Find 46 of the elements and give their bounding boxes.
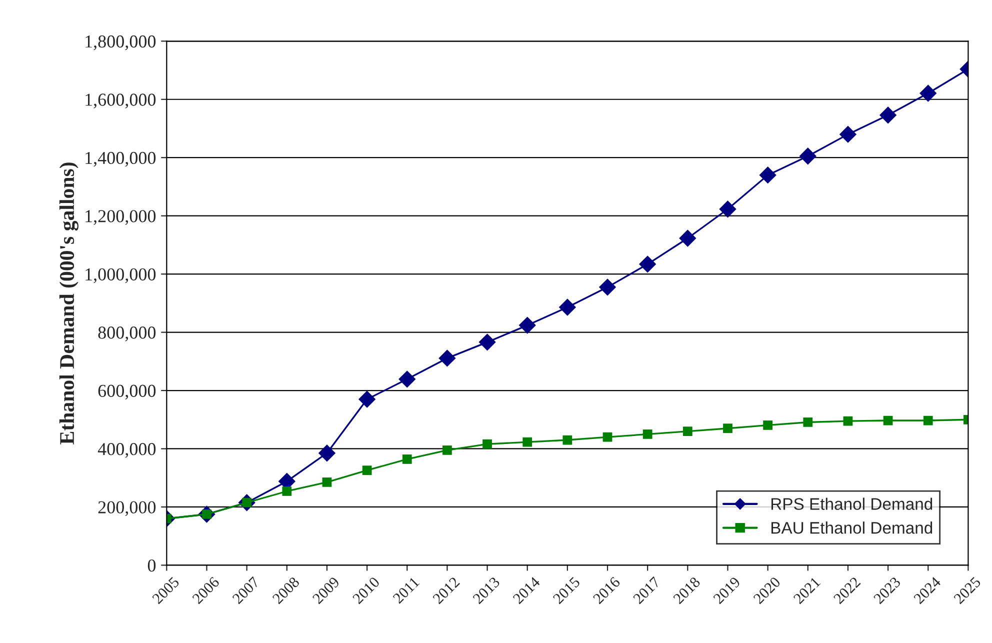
point bbox=[803, 418, 813, 427]
point bbox=[438, 350, 456, 367]
point bbox=[920, 84, 936, 102]
point bbox=[362, 466, 372, 475]
point bbox=[442, 446, 452, 455]
point bbox=[599, 278, 616, 296]
y-tick-label: 1,000,000 bbox=[86, 268, 156, 284]
point bbox=[759, 166, 776, 184]
point bbox=[679, 230, 696, 247]
point bbox=[642, 430, 652, 439]
point bbox=[883, 416, 893, 426]
point bbox=[559, 298, 576, 316]
point bbox=[358, 390, 376, 408]
point bbox=[800, 148, 816, 165]
y-tick-label: 600,000 bbox=[98, 384, 156, 400]
y-tick-label: 400,000 bbox=[98, 443, 156, 458]
point bbox=[322, 478, 332, 487]
point bbox=[923, 416, 933, 426]
point bbox=[402, 454, 412, 464]
point bbox=[723, 424, 732, 434]
point bbox=[518, 316, 536, 334]
point bbox=[478, 334, 496, 351]
point bbox=[602, 432, 612, 442]
point bbox=[840, 126, 856, 143]
point bbox=[562, 435, 572, 445]
point bbox=[482, 439, 492, 449]
y-tick-label: 1,400,000 bbox=[86, 152, 156, 167]
point bbox=[522, 437, 532, 447]
point bbox=[398, 370, 416, 388]
y-tick-label: 1,200,000 bbox=[86, 210, 156, 225]
point bbox=[763, 420, 772, 430]
y-axis-title: Ethanol Demand (000's gallons) bbox=[59, 162, 78, 444]
point bbox=[639, 256, 656, 273]
point bbox=[719, 200, 736, 218]
y-tick-label: 200,000 bbox=[98, 501, 156, 516]
point bbox=[282, 486, 292, 496]
y-tick-label: 1,600,000 bbox=[86, 94, 156, 108]
legend-label: BAU Ethanol Demand bbox=[771, 522, 932, 534]
point bbox=[682, 426, 692, 436]
point bbox=[318, 444, 336, 462]
y-tick-label: 0 bbox=[148, 559, 156, 572]
legend-label: RPS Ethanol Demand bbox=[771, 498, 932, 510]
point bbox=[880, 106, 896, 124]
point bbox=[843, 416, 853, 426]
y-tick-label: 800,000 bbox=[98, 326, 156, 342]
y-tick-label: 1,800,000 bbox=[86, 35, 156, 50]
